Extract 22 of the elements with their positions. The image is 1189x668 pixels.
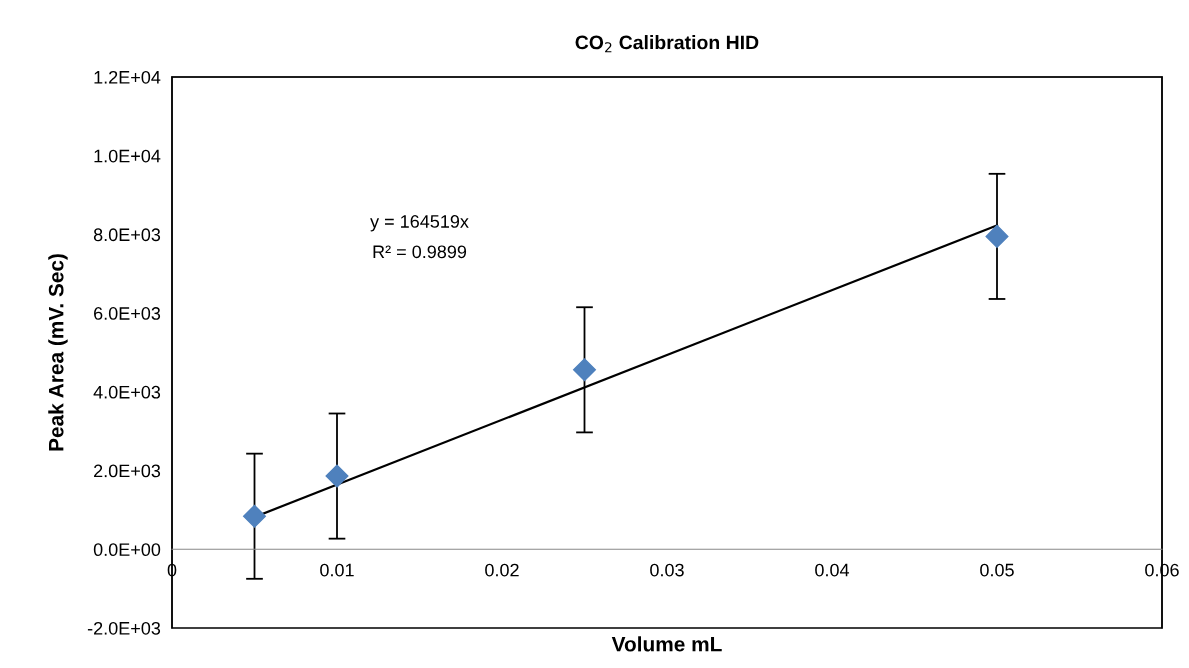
x-tick-label: 0.02 bbox=[485, 563, 519, 577]
y-axis-title: Peak Area (mV. Sec) bbox=[48, 254, 68, 451]
point bbox=[243, 504, 266, 528]
x-tick-label: 0.03 bbox=[650, 563, 684, 577]
x-axis-title: Volume mL bbox=[611, 636, 722, 652]
x-tick-label: 0.04 bbox=[815, 563, 850, 577]
point bbox=[573, 358, 596, 382]
y-tick-label: 1.2E+04 bbox=[94, 70, 161, 84]
y-tick-label: 8.0E+03 bbox=[93, 228, 161, 242]
y-tick-label: -2.0E+03 bbox=[87, 621, 161, 635]
point bbox=[985, 224, 1009, 248]
y-tick-label: 4.0E+03 bbox=[93, 385, 161, 399]
y-tick-label: 0.0E+00 bbox=[93, 543, 161, 557]
y-tick-label: 1.0E+04 bbox=[94, 149, 161, 163]
annotation: R² = 0.9899 bbox=[373, 245, 467, 259]
annotation: y = 164519x bbox=[370, 215, 469, 232]
y-tick-label: 2.0E+03 bbox=[94, 464, 161, 478]
x-tick-label: 0.01 bbox=[320, 563, 354, 577]
y-tick-label: 6.0E+03 bbox=[94, 307, 161, 320]
x-tick-label: 0.05 bbox=[980, 563, 1014, 577]
chart-title: CO$_{2}$ Calibration HID bbox=[575, 35, 759, 53]
point bbox=[325, 464, 349, 488]
